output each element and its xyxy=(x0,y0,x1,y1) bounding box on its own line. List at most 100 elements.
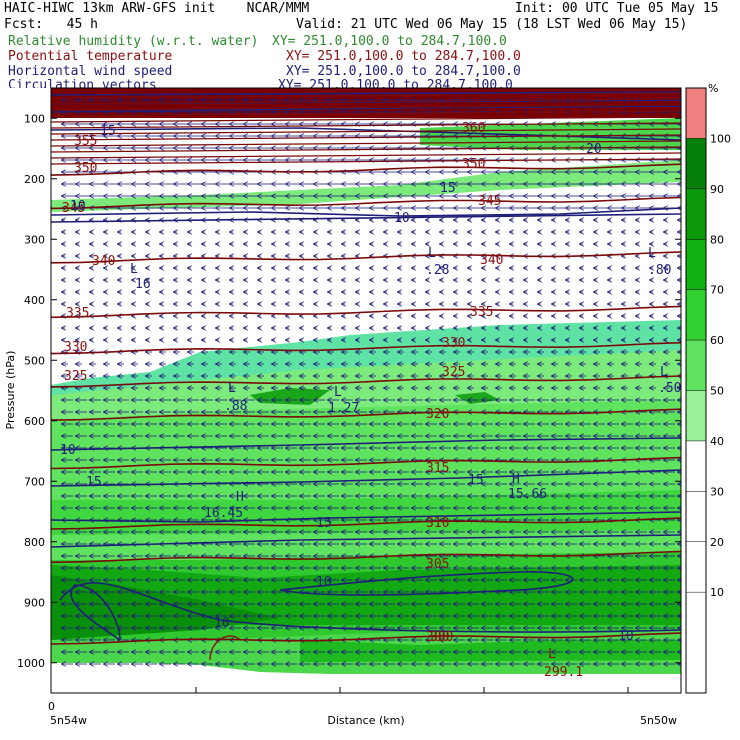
extremum-value: 15.66 xyxy=(508,487,547,502)
colorbar-segment xyxy=(686,642,706,693)
theta-label: 345 xyxy=(62,201,85,216)
colorbar-segment xyxy=(686,440,706,492)
high-marker: H xyxy=(236,490,244,505)
rh-region-lower-95 xyxy=(51,575,280,640)
theta-label: 305 xyxy=(426,557,449,572)
wind-label: 10 xyxy=(70,199,86,214)
theta-label: 300 xyxy=(426,630,449,645)
field-vectors-xy: XY= 251.0,100.0 to 284.7,100.0 xyxy=(278,79,513,88)
theta-contour-upper xyxy=(51,146,681,153)
rh-mid-patch-2 xyxy=(455,392,500,404)
theta-contour xyxy=(51,196,681,210)
extremum-value: .80 xyxy=(648,263,671,278)
low-marker: L xyxy=(130,262,138,277)
field-vectors-label: Circulation vectors xyxy=(8,79,157,88)
colorbar-label: 70 xyxy=(710,284,724,297)
extremum-value: 16 xyxy=(135,277,151,292)
theta-contour xyxy=(51,375,681,388)
wind-contour xyxy=(70,584,121,641)
theta-contour-upper xyxy=(51,152,681,159)
y-tick-label: 900 xyxy=(24,596,45,609)
wind-label: 15 xyxy=(440,181,456,196)
colorbar-segment xyxy=(686,239,706,290)
wind-label: 10 xyxy=(618,629,634,644)
colorbar-segment xyxy=(686,541,706,593)
theta-contour xyxy=(51,251,681,264)
plot-frame xyxy=(50,87,682,694)
theta-label: 330 xyxy=(64,340,87,355)
colorbar-label: 40 xyxy=(710,435,724,448)
y-axis: 100 200 300 400 500 600 700 800 900 1000 xyxy=(17,112,681,670)
theta-label: 310 xyxy=(426,516,449,531)
y-tick-label: 400 xyxy=(24,294,45,307)
theta-contour xyxy=(51,456,681,470)
theta-label: 340 xyxy=(480,253,503,268)
extremum-value: 16.45 xyxy=(204,506,243,521)
wind-label: 10 xyxy=(60,443,76,458)
colorbar-segment xyxy=(686,188,706,240)
colorbar-segment xyxy=(686,592,706,643)
x-left-location: 5n54w xyxy=(50,714,87,727)
y-tick-label: 100 xyxy=(24,112,45,125)
theta-label: 320 xyxy=(426,407,449,422)
y-tick-label: 500 xyxy=(24,354,45,367)
wind-label: 10 xyxy=(316,575,332,590)
theta-contour xyxy=(51,632,681,645)
extremum-value: 1.27 xyxy=(328,401,359,416)
colorbar: 100 90 80 70 60 50 40 30 20 10 xyxy=(685,87,731,694)
extremum-value: .50 xyxy=(658,381,681,396)
wind-contour xyxy=(51,105,681,113)
wind-contour xyxy=(51,127,681,141)
low-marker: L xyxy=(548,647,556,662)
header-line2-right: Valid: 21 UTC Wed 06 May 15 (18 LST Wed … xyxy=(296,17,688,32)
low-marker: L xyxy=(334,385,342,400)
low-marker: L xyxy=(660,365,668,380)
colorbar-label: 10 xyxy=(710,586,724,599)
theta-label: 315 xyxy=(426,461,449,476)
theta-label: 345 xyxy=(478,194,501,209)
colorbar-label: 90 xyxy=(710,183,724,196)
colorbar-label: 100 xyxy=(710,132,731,145)
colorbar-unit: % xyxy=(708,82,718,95)
theta-contour xyxy=(51,305,681,319)
y-tick-label: 800 xyxy=(24,536,45,549)
colorbar-label: 20 xyxy=(710,536,724,549)
wind-contour xyxy=(59,582,681,633)
colorbar-label: 50 xyxy=(710,385,724,398)
field-rh-xy: XY= 251.0,100.0 to 284.7,100.0 xyxy=(272,34,507,49)
theta-label: 325 xyxy=(442,365,465,380)
theta-contour xyxy=(51,550,681,564)
colorbar-segment xyxy=(686,491,706,542)
x-axis-label: Distance (km) xyxy=(327,714,404,727)
wind-label: 10 xyxy=(214,616,230,631)
colorbar-segment xyxy=(686,340,706,391)
x-axis xyxy=(50,687,629,693)
theta-contour-upper xyxy=(51,98,681,105)
wind-label: 15 xyxy=(468,473,484,488)
y-tick-label: 1000 xyxy=(17,657,45,670)
low-marker: L xyxy=(228,381,236,396)
wind-speed-contours xyxy=(51,91,681,661)
theta-label: 360 xyxy=(462,121,485,136)
colorbar-segment xyxy=(686,390,706,441)
wind-label: 15 xyxy=(316,516,332,531)
theta-label: 300 xyxy=(430,630,453,645)
colorbar-segment xyxy=(686,88,706,139)
colorbar-label: 30 xyxy=(710,485,724,498)
theta-contour xyxy=(51,408,681,421)
terrain xyxy=(51,663,681,693)
field-wind-label: Horizontal wind speed xyxy=(8,64,173,79)
theta-contour xyxy=(51,517,681,530)
theta-label: 330 xyxy=(442,336,465,351)
theta-contour-upper xyxy=(51,140,681,147)
theta-contours xyxy=(51,92,681,645)
theta-label: 355 xyxy=(74,134,97,149)
x-tick-0: 0 xyxy=(48,700,55,713)
theta-contour xyxy=(51,341,681,355)
wind-label: 20 xyxy=(586,142,602,157)
colorbar-segment xyxy=(686,289,706,341)
wind-contour xyxy=(51,213,681,223)
low-marker: L xyxy=(648,246,656,261)
x-right-location: 5n50w xyxy=(640,714,677,727)
